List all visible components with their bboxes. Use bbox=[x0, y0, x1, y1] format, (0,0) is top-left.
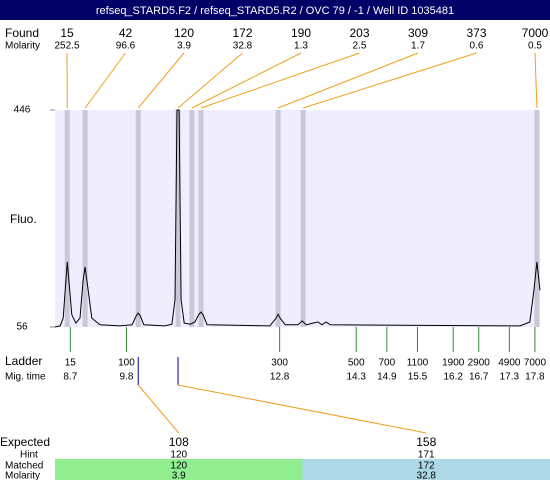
trace bbox=[54, 109, 541, 328]
ladder-time: 16.7 bbox=[469, 372, 489, 383]
expected-molarity: 32.8 bbox=[417, 471, 437, 480]
found-connector bbox=[200, 52, 360, 109]
ladder-time: 14.9 bbox=[377, 372, 397, 383]
matched-label: Matched bbox=[5, 461, 43, 472]
title-bar bbox=[0, 0, 550, 20]
expected-molarity: 3.9 bbox=[172, 471, 186, 480]
peak-band bbox=[64, 110, 70, 327]
expected-connector bbox=[137, 384, 180, 434]
y-tick-label: 446 bbox=[14, 105, 31, 116]
ladder-time: 17.3 bbox=[500, 372, 520, 383]
ladder-size: 300 bbox=[271, 358, 288, 369]
ladder-time: 15.5 bbox=[408, 372, 428, 383]
ladder-size: 100 bbox=[118, 358, 135, 369]
found-molarity: 32.8 bbox=[233, 41, 253, 52]
peak-band bbox=[198, 110, 204, 327]
matched-background bbox=[55, 459, 303, 480]
ladder-size: 4900 bbox=[498, 358, 521, 369]
found-size: 203 bbox=[349, 26, 369, 40]
peak-band bbox=[300, 110, 306, 327]
plot-area bbox=[55, 110, 540, 327]
expected-matched: 172 bbox=[418, 461, 435, 472]
ladder-size: 2900 bbox=[468, 358, 491, 369]
found-connector bbox=[302, 52, 477, 109]
ladder-size: 7000 bbox=[524, 358, 547, 369]
found-molarity: 1.7 bbox=[411, 41, 425, 52]
found-connector bbox=[191, 52, 302, 109]
found-connector bbox=[534, 52, 538, 109]
mig-time-label: Mig. time bbox=[5, 372, 46, 383]
peak-band bbox=[189, 110, 195, 327]
peak-band bbox=[175, 110, 181, 327]
found-molarity: 96.6 bbox=[116, 41, 136, 52]
found-size: 190 bbox=[291, 26, 311, 40]
found-size: 42 bbox=[119, 26, 133, 40]
y-label: Fluo. bbox=[10, 212, 37, 226]
found-size: 15 bbox=[60, 26, 74, 40]
expected-molarity-label: Molarity bbox=[5, 471, 40, 480]
peak-band bbox=[135, 110, 141, 327]
expected-hint: 120 bbox=[170, 450, 187, 461]
ladder-time: 9.8 bbox=[120, 372, 134, 383]
found-connector bbox=[277, 52, 419, 109]
found-molarity: 252.5 bbox=[54, 41, 79, 52]
ladder-time: 14.3 bbox=[346, 372, 366, 383]
found-molarity: 0.6 bbox=[470, 41, 484, 52]
ladder-time: 12.8 bbox=[270, 372, 290, 383]
peak-band bbox=[534, 110, 540, 327]
found-molarity: 2.5 bbox=[353, 41, 367, 52]
ladder-time: 16.2 bbox=[443, 372, 463, 383]
expected-size: 108 bbox=[169, 435, 189, 449]
found-size: 7000 bbox=[522, 26, 549, 40]
expected-connector bbox=[177, 384, 427, 434]
y-tick-label: 56 bbox=[16, 322, 28, 333]
found-size: 120 bbox=[174, 26, 194, 40]
found-connector bbox=[177, 52, 243, 109]
found-molarity: 0.5 bbox=[528, 41, 542, 52]
peak-band bbox=[275, 110, 281, 327]
found-size: 309 bbox=[408, 26, 428, 40]
matched-background bbox=[302, 459, 550, 480]
expected-hint: 171 bbox=[418, 450, 435, 461]
expected-matched: 120 bbox=[170, 461, 187, 472]
found-size: 373 bbox=[466, 26, 486, 40]
ladder-size: 1100 bbox=[407, 358, 429, 369]
peak-band bbox=[82, 110, 88, 327]
found-molarity-label: Molarity bbox=[5, 41, 40, 52]
hint-label: Hint bbox=[20, 450, 38, 461]
expected-size: 158 bbox=[416, 435, 436, 449]
found-label: Found bbox=[5, 26, 39, 40]
found-molarity: 3.9 bbox=[177, 41, 191, 52]
found-size: 172 bbox=[232, 26, 252, 40]
ladder-label: Ladder bbox=[5, 354, 42, 368]
expected-label: Expected bbox=[0, 435, 50, 449]
found-molarity: 1.3 bbox=[294, 41, 308, 52]
found-connector bbox=[137, 52, 185, 109]
ladder-size: 1900 bbox=[442, 358, 465, 369]
ladder-size: 15 bbox=[65, 358, 77, 369]
ladder-size: 500 bbox=[348, 358, 365, 369]
found-connector bbox=[84, 52, 126, 109]
ladder-time: 8.7 bbox=[63, 372, 77, 383]
chart-title: refseq_STARD5.F2 / refseq_STARD5.R2 / OV… bbox=[96, 5, 454, 17]
ladder-time: 17.8 bbox=[525, 372, 545, 383]
ladder-size: 700 bbox=[378, 358, 395, 369]
